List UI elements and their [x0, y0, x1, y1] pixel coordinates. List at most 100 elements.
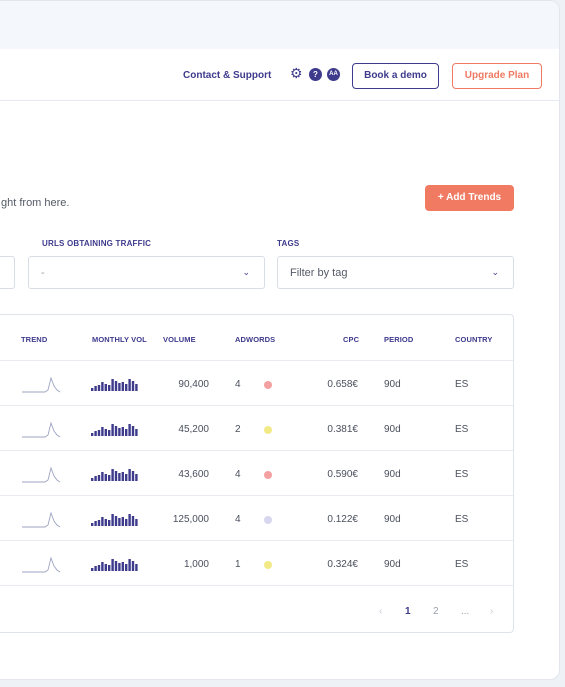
- volume-bar: [135, 474, 138, 481]
- trend-sparkline: [22, 556, 61, 573]
- volume-bar: [128, 424, 131, 436]
- urls-select[interactable]: - ⌄: [28, 256, 265, 289]
- previous-filter-field[interactable]: [0, 256, 15, 289]
- volume-bar: [114, 426, 118, 436]
- volume-bar: [125, 564, 128, 571]
- volume-bar: [104, 429, 107, 436]
- volume-cell: 1,000: [183, 559, 209, 570]
- top-bar: [0, 1, 559, 49]
- volume-cell: 43,600: [178, 469, 209, 480]
- tags-select-placeholder: Filter by tag: [290, 267, 348, 279]
- cpc-cell: 0.590€: [327, 469, 358, 480]
- competition-dot: [264, 471, 272, 479]
- table-footer: [0, 585, 513, 634]
- pagination-page-2[interactable]: 2: [433, 606, 439, 617]
- volume-bar: [125, 384, 128, 391]
- volume-bar: [128, 379, 131, 391]
- period-cell: 90d: [384, 424, 401, 435]
- header-bar: Contact & Support ⚙ ? AA Book a demo Upg…: [0, 49, 559, 101]
- volume-bar: [118, 518, 121, 526]
- contact-support-link[interactable]: Contact & Support: [183, 70, 272, 81]
- volume-bar: [114, 561, 118, 571]
- volume-bar: [114, 381, 118, 391]
- cpc-cell: 0.381€: [327, 424, 358, 435]
- table-row[interactable]: 1,000 1 0.324€ 90d ES: [0, 540, 513, 585]
- column-header-volume[interactable]: VOLUME: [163, 335, 196, 344]
- adwords-cell: 2: [235, 424, 241, 435]
- column-header-trend[interactable]: TREND: [21, 335, 48, 344]
- pagination-next-button[interactable]: ›: [490, 606, 494, 617]
- cpc-cell: 0.324€: [327, 559, 358, 570]
- chevron-down-icon: ⌄: [242, 267, 250, 277]
- volume-bar: [104, 474, 107, 481]
- volume-bar: [111, 559, 114, 571]
- help-icon[interactable]: ?: [309, 68, 322, 81]
- competition-dot: [264, 516, 272, 524]
- volume-bar: [94, 386, 97, 391]
- chevron-down-icon: ⌄: [491, 267, 499, 277]
- volume-bar: [101, 517, 104, 526]
- table-row[interactable]: 90,400 4 0.658€ 90d ES: [0, 360, 513, 405]
- volume-bar: [121, 382, 124, 391]
- volume-bar: [101, 382, 104, 391]
- volume-bar: [131, 516, 135, 526]
- column-header-cpc[interactable]: CPC: [343, 335, 360, 344]
- volume-bar: [108, 520, 111, 526]
- account-avatar-icon[interactable]: AA: [327, 68, 340, 81]
- pagination-page-1[interactable]: 1: [405, 606, 411, 617]
- competition-dot: [264, 561, 272, 569]
- volume-bar: [97, 430, 101, 436]
- intro-text: ght from here.: [1, 197, 70, 209]
- table-row[interactable]: 43,600 4 0.590€ 90d ES: [0, 450, 513, 495]
- competition-dot: [264, 426, 272, 434]
- monthly-volume-bars: [91, 559, 138, 571]
- book-demo-button[interactable]: Book a demo: [352, 63, 439, 89]
- add-trends-button[interactable]: + Add Trends: [425, 185, 514, 211]
- adwords-cell: 1: [235, 559, 241, 570]
- volume-bar: [104, 384, 107, 391]
- volume-bar: [114, 471, 118, 481]
- volume-bar: [111, 514, 114, 526]
- urls-filter-label: URLS OBTAINING TRAFFIC: [42, 239, 152, 248]
- volume-bar: [128, 514, 131, 526]
- volume-bar: [91, 478, 94, 481]
- volume-bar: [135, 519, 138, 526]
- volume-bar: [128, 559, 131, 571]
- volume-bar: [135, 564, 138, 571]
- upgrade-plan-button[interactable]: Upgrade Plan: [452, 63, 542, 89]
- volume-bar: [104, 519, 107, 526]
- volume-bar: [91, 433, 94, 436]
- volume-bar: [118, 428, 121, 436]
- adwords-cell: 4: [235, 379, 241, 390]
- volume-bar: [91, 568, 94, 571]
- volume-bar: [111, 379, 114, 391]
- volume-bar: [118, 473, 121, 481]
- column-header-adwords[interactable]: ADWORDS: [235, 335, 276, 344]
- volume-bar: [131, 471, 135, 481]
- volume-bar: [97, 385, 101, 391]
- trend-sparkline: [22, 421, 61, 438]
- volume-bar: [125, 474, 128, 481]
- volume-bar: [94, 476, 97, 481]
- volume-bar: [91, 388, 94, 391]
- table-row[interactable]: 45,200 2 0.381€ 90d ES: [0, 405, 513, 450]
- column-header-country[interactable]: COUNTRY: [455, 335, 493, 344]
- gear-icon[interactable]: ⚙: [290, 65, 303, 81]
- volume-bar: [121, 472, 124, 481]
- volume-bar: [94, 431, 97, 436]
- volume-bar: [101, 562, 104, 571]
- column-header-monthly-vol[interactable]: MONTHLY VOL: [92, 335, 147, 344]
- pagination-prev-button[interactable]: ‹: [379, 606, 383, 617]
- volume-bar: [104, 564, 107, 571]
- volume-bar: [108, 565, 111, 571]
- country-cell: ES: [455, 469, 469, 480]
- volume-bar: [125, 429, 128, 436]
- adwords-cell: 4: [235, 469, 241, 480]
- table-row[interactable]: 125,000 4 0.122€ 90d ES: [0, 495, 513, 540]
- tags-select[interactable]: Filter by tag ⌄: [277, 256, 514, 289]
- volume-bar: [111, 469, 114, 481]
- volume-bar: [94, 566, 97, 571]
- column-header-period[interactable]: PERIOD: [384, 335, 414, 344]
- monthly-volume-bars: [91, 379, 138, 391]
